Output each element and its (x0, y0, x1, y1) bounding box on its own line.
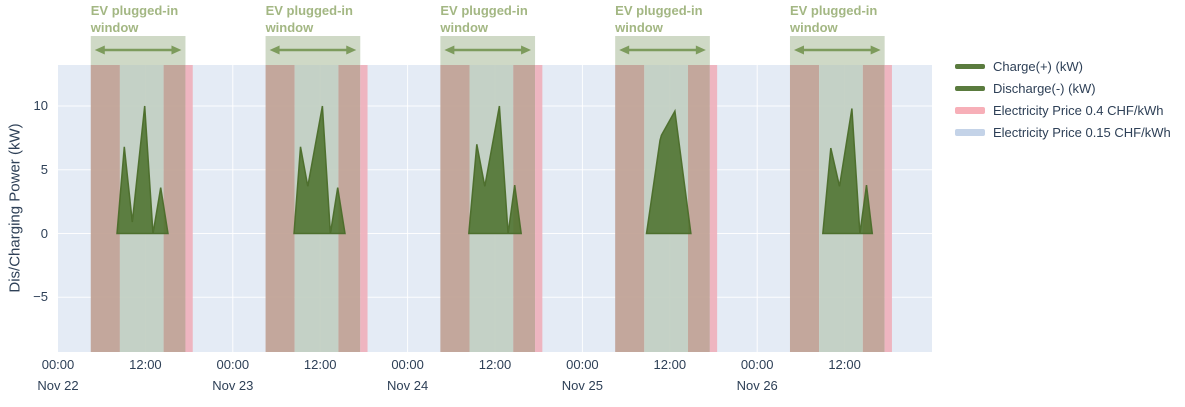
legend-line-swatch-icon (955, 64, 985, 69)
plugged-in-window-label: EV plugged-in window (266, 2, 353, 36)
window-arrow-right-icon (346, 45, 357, 55)
plugged-in-window-label: EV plugged-in window (440, 2, 527, 36)
band-price-high (884, 65, 892, 352)
window-arrow-left-icon (269, 45, 280, 55)
x-tick-time-label: 12:00 (478, 357, 512, 372)
x-tick-date-label: Nov 22 (37, 378, 79, 393)
window-arrow-left-icon (793, 45, 804, 55)
legend-label: Discharge(-) (kW) (993, 81, 1096, 96)
annotation-line-1: EV plugged-in (615, 3, 703, 18)
band-price-high-and-window (163, 65, 186, 352)
band-price-high-and-window (688, 65, 710, 352)
window-arrow-right-icon (521, 45, 532, 55)
annotation-line-1: EV plugged-in (789, 3, 878, 18)
legend-item-1[interactable]: Charge(+) (kW) (955, 59, 1083, 74)
x-tick-time-label: 12:00 (653, 357, 687, 372)
band-price-high-and-window (440, 65, 470, 352)
annotation-line-1: EV plugged-in (90, 3, 179, 18)
x-tick-date-label: Nov 26 (736, 378, 778, 393)
charge-area-trace[interactable] (293, 105, 346, 235)
y-tick-label: −5 (33, 289, 48, 305)
legend-band-swatch-icon (955, 107, 985, 114)
legend-band-swatch-icon (955, 129, 985, 136)
band-price-high-and-window (615, 65, 645, 352)
annotation-line-1: EV plugged-in (265, 3, 353, 18)
charge-area-trace[interactable] (116, 105, 169, 235)
annotation-line-2: window (789, 20, 838, 35)
band-price-high-and-window (90, 65, 120, 352)
charge-area-trace[interactable] (645, 108, 692, 235)
x-tick-time-label: 12:00 (129, 357, 162, 372)
x-tick-time-label: 00:00 (566, 357, 599, 372)
legend-label: Charge(+) (kW) (993, 59, 1083, 74)
x-tick-date-label: Nov 24 (386, 378, 429, 393)
x-tick-time-label: 12:00 (303, 357, 337, 372)
charge-area-trace[interactable] (467, 105, 523, 235)
x-tick-time-label: 00:00 (41, 357, 75, 372)
band-price-high-and-window (789, 65, 820, 352)
band-price-high-and-window (513, 65, 536, 352)
y-tick-label: 10 (33, 98, 48, 113)
x-tick-date-label: Nov 23 (212, 378, 254, 393)
band-price-high (185, 65, 193, 352)
window-arrow-left-icon (619, 45, 630, 55)
annotation-line-2: window (90, 20, 139, 35)
annotation-line-2: window (615, 20, 663, 35)
x-tick-time-label: 00:00 (216, 357, 250, 372)
legend-label: Electricity Price 0.4 CHF/kWh (993, 103, 1164, 118)
charge-area-trace[interactable] (821, 108, 874, 235)
x-tick-time-label: 12:00 (828, 357, 861, 372)
band-price-high (535, 65, 543, 352)
plugged-in-window-label: EV plugged-in window (91, 2, 178, 36)
legend-item-3[interactable]: Electricity Price 0.4 CHF/kWh (955, 103, 1163, 118)
plugged-in-window-label: EV plugged-in window (790, 2, 877, 36)
window-arrow-right-icon (171, 45, 182, 55)
annotation-line-1: EV plugged-in (440, 3, 528, 18)
window-arrow-left-icon (94, 45, 105, 55)
legend-line-swatch-icon (955, 86, 985, 91)
band-price-high (709, 65, 718, 352)
window-arrow-right-icon (870, 45, 881, 55)
x-tick-date-label: Nov 25 (561, 378, 603, 393)
y-axis-title: Dis/Charging Power (kW) (6, 123, 24, 293)
plugged-in-window-label: EV plugged-in window (615, 2, 702, 36)
window-arrow-right-icon (695, 45, 706, 55)
band-price-high-and-window (265, 65, 295, 352)
x-tick-time-label: 00:00 (740, 357, 774, 372)
x-tick-time-label: 00:00 (391, 357, 424, 372)
annotation-line-2: window (265, 20, 314, 35)
y-tick-label: 5 (40, 161, 48, 177)
annotation-line-2: window (440, 20, 489, 35)
legend-item-2[interactable]: Discharge(-) (kW) (955, 81, 1096, 96)
window-arrow-left-icon (444, 45, 455, 55)
legend-label: Electricity Price 0.15 CHF/kWh (993, 125, 1171, 140)
band-price-high-and-window (862, 65, 885, 352)
y-tick-label: 0 (40, 225, 48, 241)
legend-item-4[interactable]: Electricity Price 0.15 CHF/kWh (955, 125, 1171, 140)
band-price-high-and-window (338, 65, 361, 352)
band-price-high (360, 65, 368, 352)
